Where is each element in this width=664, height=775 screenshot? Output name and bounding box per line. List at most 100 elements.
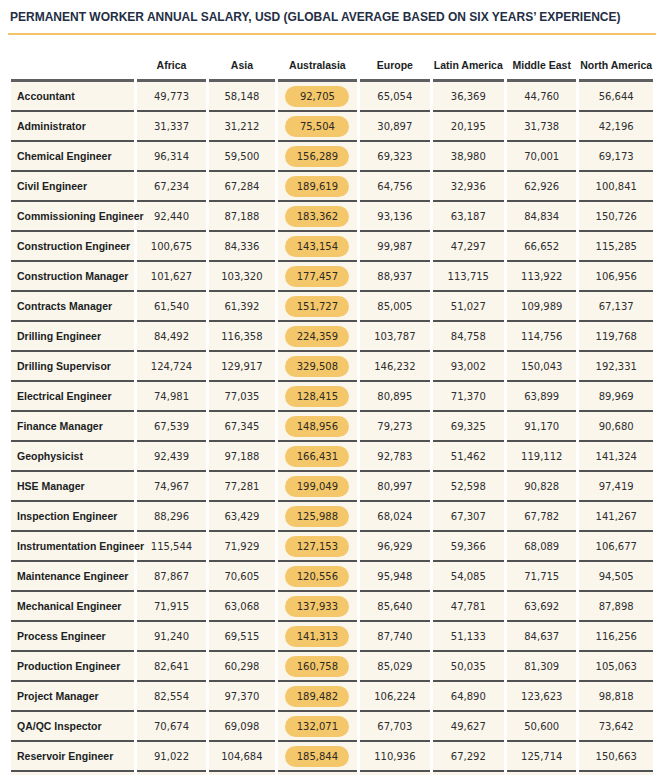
row-label: Geophysicist — [11, 442, 134, 472]
salary-value: 67,345 — [224, 421, 259, 432]
salary-value: 104,684 — [221, 751, 262, 762]
salary-value: 90,828 — [524, 481, 559, 492]
salary-cell: 67,137 — [579, 292, 653, 322]
salary-cell: 101,627 — [137, 262, 206, 292]
column-header-africa: Africa — [137, 35, 206, 82]
salary-cell: 119,112 — [507, 442, 576, 472]
salary-value: 79,273 — [377, 421, 412, 432]
salary-value: 80,997 — [377, 481, 412, 492]
table-row: Instrumentation Engineer115,54471,929127… — [11, 532, 653, 562]
salary-cell: 93,002 — [433, 352, 504, 382]
highlight-pill: 75,504 — [285, 116, 349, 137]
salary-value: 63,429 — [224, 511, 259, 522]
salary-cell: 20,195 — [433, 112, 504, 142]
salary-value: 81,309 — [524, 661, 559, 672]
salary-value: 60,298 — [224, 661, 259, 672]
salary-cell: 103,320 — [209, 262, 274, 292]
salary-cell: 192,331 — [579, 352, 653, 382]
salary-value: 70,001 — [524, 151, 559, 162]
salary-cell: 129,917 — [209, 352, 274, 382]
salary-cell: 116,358 — [209, 322, 274, 352]
salary-cell: 97,188 — [209, 442, 274, 472]
salary-cell: 92,440 — [137, 202, 206, 232]
salary-value: 59,366 — [451, 541, 486, 552]
salary-cell: 69,325 — [433, 412, 504, 442]
highlight-pill: 156,289 — [285, 146, 349, 167]
salary-cell: 68,024 — [360, 502, 429, 532]
salary-cell: 113,715 — [433, 262, 504, 292]
row-label: Process Engineer — [11, 622, 134, 652]
salary-cell: 63,899 — [507, 382, 576, 412]
table-row: Process Engineer91,24069,515141,31387,74… — [11, 622, 653, 652]
salary-value: 31,738 — [524, 121, 559, 132]
salary-value: 97,370 — [224, 691, 259, 702]
salary-cell: 84,637 — [507, 622, 576, 652]
salary-cell: 54,085 — [433, 562, 504, 592]
salary-cell: 141,267 — [579, 502, 653, 532]
row-label: Production Engineer — [11, 652, 134, 682]
salary-value: 36,369 — [451, 91, 486, 102]
salary-cell: 156,289 — [278, 142, 358, 172]
salary-cell: 150,043 — [507, 352, 576, 382]
salary-cell: 61,392 — [209, 292, 274, 322]
salary-value: 58,148 — [224, 91, 259, 102]
salary-cell: 67,345 — [209, 412, 274, 442]
salary-value: 70,605 — [224, 571, 259, 582]
salary-value: 87,740 — [377, 631, 412, 642]
salary-value: 63,187 — [451, 211, 486, 222]
salary-cell: 31,212 — [209, 112, 274, 142]
salary-value: 67,284 — [224, 181, 259, 192]
salary-value: 64,756 — [377, 181, 412, 192]
row-label: Administrator — [11, 112, 134, 142]
salary-cell: 189,619 — [278, 172, 358, 202]
salary-value: 84,758 — [451, 331, 486, 342]
salary-cell: 98,818 — [579, 682, 653, 712]
highlight-pill: 151,727 — [285, 296, 349, 317]
row-label: Commissioning Engineer — [11, 202, 134, 232]
salary-value: 87,867 — [154, 571, 189, 582]
salary-cell: 97,370 — [209, 682, 274, 712]
salary-value: 92,439 — [154, 451, 189, 462]
highlight-pill: 224,359 — [285, 326, 349, 347]
row-label: HSE Manager — [11, 472, 134, 502]
salary-cell: 50,600 — [507, 712, 576, 742]
salary-cell: 67,703 — [360, 712, 429, 742]
salary-cell: 71,715 — [507, 562, 576, 592]
salary-cell: 125,714 — [507, 742, 576, 772]
salary-cell: 51,462 — [433, 442, 504, 472]
salary-value: 150,043 — [521, 361, 562, 372]
salary-value: 69,325 — [451, 421, 486, 432]
salary-value: 70,674 — [154, 721, 189, 732]
salary-cell: 127,153 — [278, 532, 358, 562]
salary-value: 47,297 — [451, 241, 486, 252]
table-row: Chemical Engineer96,31459,500156,28969,3… — [11, 142, 653, 172]
table-row: Reservoir Engineer91,022104,684185,84411… — [11, 742, 653, 772]
salary-cell: 137,933 — [278, 592, 358, 622]
salary-value: 113,715 — [448, 271, 489, 282]
highlight-pill: 125,988 — [285, 506, 349, 527]
salary-cell: 74,981 — [137, 382, 206, 412]
salary-cell: 60,298 — [209, 652, 274, 682]
column-header-latin-america: Latin America — [433, 35, 504, 82]
salary-cell: 141,313 — [278, 622, 358, 652]
salary-value: 124,724 — [151, 361, 192, 372]
row-label: Drilling Supervisor — [11, 352, 134, 382]
table-row: Maintenance Engineer87,86770,605120,5569… — [11, 562, 653, 592]
table-row: HSE Manager74,96777,281199,04980,99752,5… — [11, 472, 653, 502]
salary-value: 51,027 — [451, 301, 486, 312]
salary-value: 31,212 — [224, 121, 259, 132]
salary-value: 38,980 — [451, 151, 486, 162]
table-row: Accountant49,77358,14892,70565,05436,369… — [11, 82, 653, 112]
salary-cell: 148,956 — [278, 412, 358, 442]
table-row: Geophysicist92,43997,188166,43192,78351,… — [11, 442, 653, 472]
salary-table: Africa Asia Australasia Europe Latin Ame… — [8, 35, 656, 775]
row-label: Chemical Engineer — [11, 142, 134, 172]
salary-value: 49,627 — [451, 721, 486, 732]
salary-value: 116,358 — [221, 331, 262, 342]
salary-cell: 87,188 — [209, 202, 274, 232]
salary-value: 85,029 — [377, 661, 412, 672]
salary-cell: 67,292 — [433, 742, 504, 772]
salary-cell: 150,726 — [579, 202, 653, 232]
row-label: Drilling Engineer — [11, 322, 134, 352]
salary-value: 20,195 — [451, 121, 486, 132]
